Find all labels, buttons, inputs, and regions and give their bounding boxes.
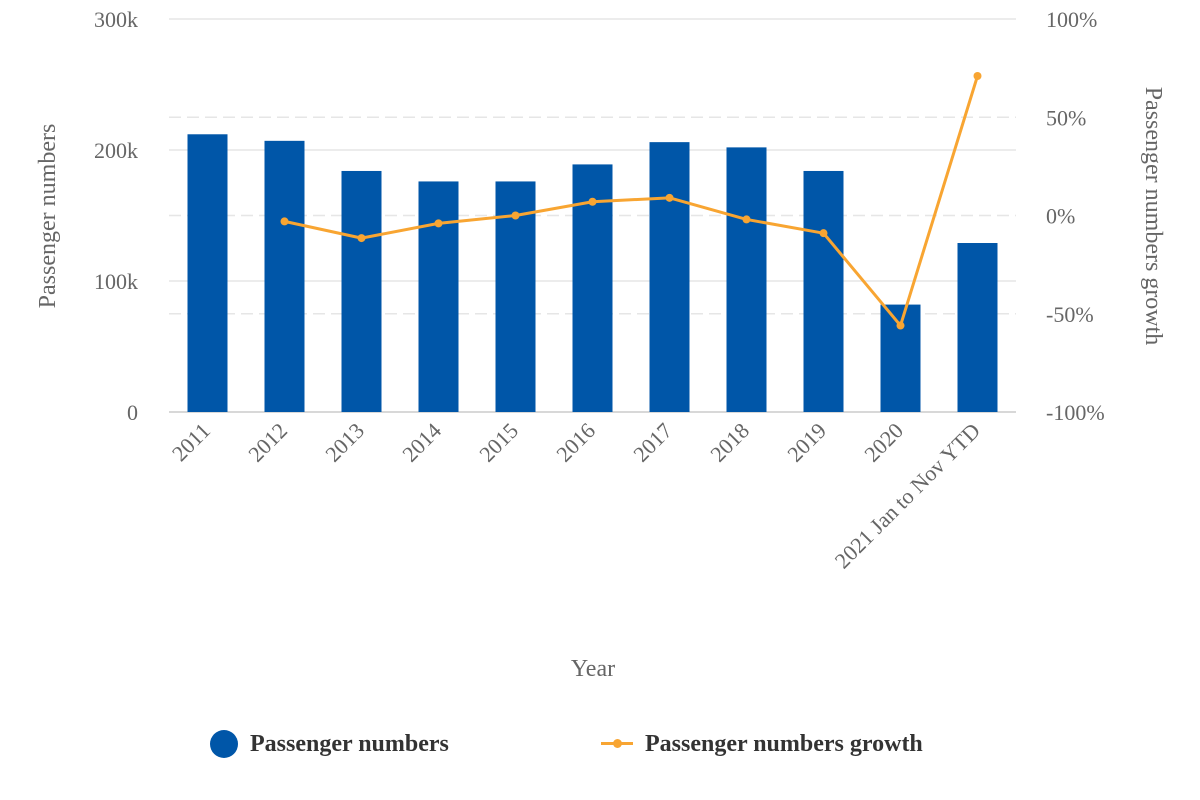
x-tick-label: 2019	[782, 418, 831, 467]
x-tick-label: 2020	[859, 418, 908, 467]
x-tick-label: 2016	[551, 418, 600, 467]
y-right-tick-labels: -100% -50% 0% 50% 100%	[1046, 7, 1105, 425]
line-point[interactable]	[742, 215, 751, 224]
y-right-tick-label: -100%	[1046, 400, 1105, 425]
y-left-tick-label: 200k	[94, 138, 138, 163]
line-point[interactable]	[357, 234, 366, 243]
legend: Passenger numbers Passenger numbers grow…	[0, 722, 1200, 772]
line-point[interactable]	[588, 197, 597, 206]
legend-item-passenger-numbers[interactable]: Passenger numbers	[210, 722, 449, 766]
y-right-tick-label: 0%	[1046, 204, 1075, 229]
bar[interactable]	[726, 147, 767, 412]
line-point[interactable]	[434, 219, 443, 228]
line-point[interactable]	[973, 71, 982, 80]
x-axis-title: Year	[571, 656, 615, 682]
growth-line	[284, 75, 979, 328]
bar[interactable]	[187, 134, 228, 412]
y-left-tick-label: 0	[127, 400, 138, 425]
line-series	[280, 71, 982, 330]
y-left-tick-label: 100k	[94, 269, 138, 294]
legend-label-passenger-numbers-growth: Passenger numbers growth	[645, 730, 923, 757]
bar[interactable]	[649, 142, 690, 412]
y-left-tick-label: 300k	[94, 7, 138, 32]
legend-item-passenger-numbers-growth[interactable]: Passenger numbers growth	[601, 722, 923, 766]
x-tick-label: 2017	[628, 418, 677, 467]
line-point[interactable]	[280, 217, 289, 226]
x-tick-label: 2013	[320, 418, 369, 467]
bar[interactable]	[418, 181, 459, 412]
x-tick-label: 2021 Jan to Nov YTD	[830, 418, 985, 573]
y-left-tick-labels: 0 100k 200k 300k	[94, 7, 138, 425]
x-tick-label: 2018	[705, 418, 754, 467]
x-tick-label: 2011	[167, 418, 215, 466]
x-tick-label: 2015	[474, 418, 523, 467]
x-tick-labels: 2011 2012 2013 2014 2015 2016 2017 2018 2019 2020…	[167, 418, 985, 573]
line-point[interactable]	[896, 321, 905, 330]
bar[interactable]	[341, 170, 382, 412]
legend-line-icon	[601, 730, 633, 758]
y-left-axis-title: Passenger numbers	[35, 124, 61, 309]
y-right-tick-label: 100%	[1046, 7, 1097, 32]
bar[interactable]	[264, 140, 305, 412]
line-point[interactable]	[819, 229, 828, 238]
bar[interactable]	[495, 181, 536, 412]
line-point[interactable]	[665, 193, 674, 202]
x-tick-label: 2012	[243, 418, 292, 467]
bar-series	[187, 134, 998, 412]
bar[interactable]	[957, 243, 998, 412]
legend-dot-icon	[210, 730, 238, 758]
legend-label-passenger-numbers: Passenger numbers	[250, 730, 449, 757]
line-point[interactable]	[511, 211, 520, 220]
y-right-tick-label: 50%	[1046, 105, 1086, 130]
bar[interactable]	[803, 170, 844, 412]
y-right-axis-title: Passenger numbers growth	[1140, 87, 1166, 346]
x-tick-label: 2014	[397, 418, 446, 467]
combo-chart: 2011 2012 2013 2014 2015 2016 2017 2018 2019 2020…	[35, 7, 1166, 682]
y-right-tick-label: -50%	[1046, 302, 1094, 327]
